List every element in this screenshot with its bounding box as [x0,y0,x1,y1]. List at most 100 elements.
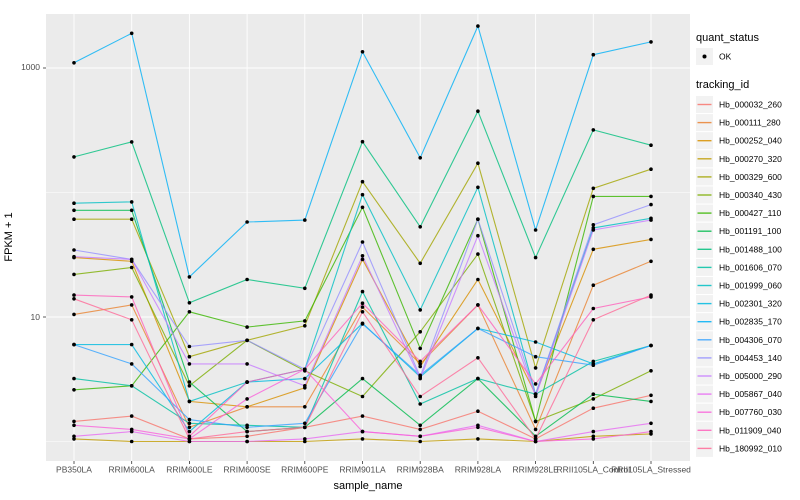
data-point [649,202,653,207]
data-point [360,437,365,441]
data-point [187,437,192,441]
data-point [533,439,538,444]
data-point [129,208,134,213]
data-point [591,223,596,227]
data-point [418,434,423,439]
data-point [418,394,423,399]
data-point [533,340,538,344]
data-point [187,421,192,426]
data-point [129,362,134,366]
data-point [418,427,423,432]
data-point [591,429,596,434]
y-tick-label-10: 10 [31,312,41,322]
data-point [418,402,423,406]
legend-entry: Hb_000032_260 [696,96,782,113]
data-point [187,310,192,314]
data-point [245,434,249,439]
data-point [649,399,653,404]
data-point [129,265,134,270]
legend-entry: Hb_002301_320 [696,295,782,313]
data-point [303,437,307,441]
data-point [418,308,423,312]
data-point [187,354,192,359]
legend-entry-label: Hb_000252_040 [719,136,782,146]
legend-entry: Hb_011909_040 [696,421,782,439]
data-point [533,434,538,439]
legend-entry: Hb_005000_290 [696,367,782,385]
ok-point-icon [702,54,707,59]
data-point [245,380,249,384]
legend-entry-label: Hb_001488_100 [719,244,782,254]
data-point [476,356,480,360]
data-point [303,286,307,291]
data-point [72,388,76,392]
data-point [418,346,423,351]
data-point [72,208,76,213]
data-point [129,414,134,418]
x-tick-label: RRIM901LA [339,465,386,475]
x-tick-label: RRII105LA_Control [556,465,630,475]
data-point [360,254,365,258]
data-point [187,439,192,444]
data-point [129,257,134,262]
data-point [360,394,365,399]
legend-entry: Hb_007760_030 [696,403,782,421]
data-point [476,252,480,256]
data-point [187,380,192,384]
data-point [591,228,596,232]
data-point [533,354,538,359]
data-point [72,312,76,317]
x-tick-label: RRIM600LE [166,465,213,475]
data-point [649,143,653,147]
legend-entry-label: Hb_011909_040 [719,425,782,435]
data-point [649,421,653,426]
data-point [303,425,307,430]
data-point [533,437,538,441]
data-point [476,161,480,165]
data-point [187,344,192,349]
x-tick-label: RRIM600SE [223,465,271,475]
x-tick-label: RRIM600PE [281,465,329,475]
data-point [591,406,596,411]
y-axis-title: FPKM + 1 [3,212,15,261]
data-point [418,156,423,160]
data-point [187,425,192,430]
data-point [72,434,76,439]
data-point [649,259,653,264]
data-point [303,421,307,426]
data-point [649,293,653,297]
legend-entry: Hb_002835_170 [696,313,782,331]
data-point [360,310,365,314]
data-point [360,50,365,54]
data-point [476,303,480,307]
legend-entry-label: Hb_000340_430 [719,190,782,200]
data-point [418,359,423,364]
data-point [360,322,365,326]
data-point [649,194,653,199]
data-point [303,384,307,388]
legend-entry: Hb_004306_070 [696,331,782,349]
legend-label-quant-ok: OK [719,52,732,62]
data-point [591,306,596,311]
data-point [649,218,653,222]
legend-title-tracking-id: tracking_id [696,79,749,91]
data-point [591,359,596,364]
legend-entry: Hb_001488_100 [696,240,782,258]
data-point [649,167,653,171]
legend-entry: Hb_004453_140 [696,349,782,367]
data-point [129,295,134,299]
data-point [187,301,192,305]
data-point [360,179,365,184]
data-point [360,257,365,262]
data-point [187,434,192,439]
data-point [187,362,192,366]
data-point [245,405,249,409]
data-point [591,52,596,57]
legend-entry-label: Hb_005000_290 [719,371,782,381]
data-point [129,303,134,307]
data-point [476,326,480,331]
data-point [476,425,480,430]
x-tick-label: RRIM928BA [397,465,445,475]
data-point [303,367,307,372]
